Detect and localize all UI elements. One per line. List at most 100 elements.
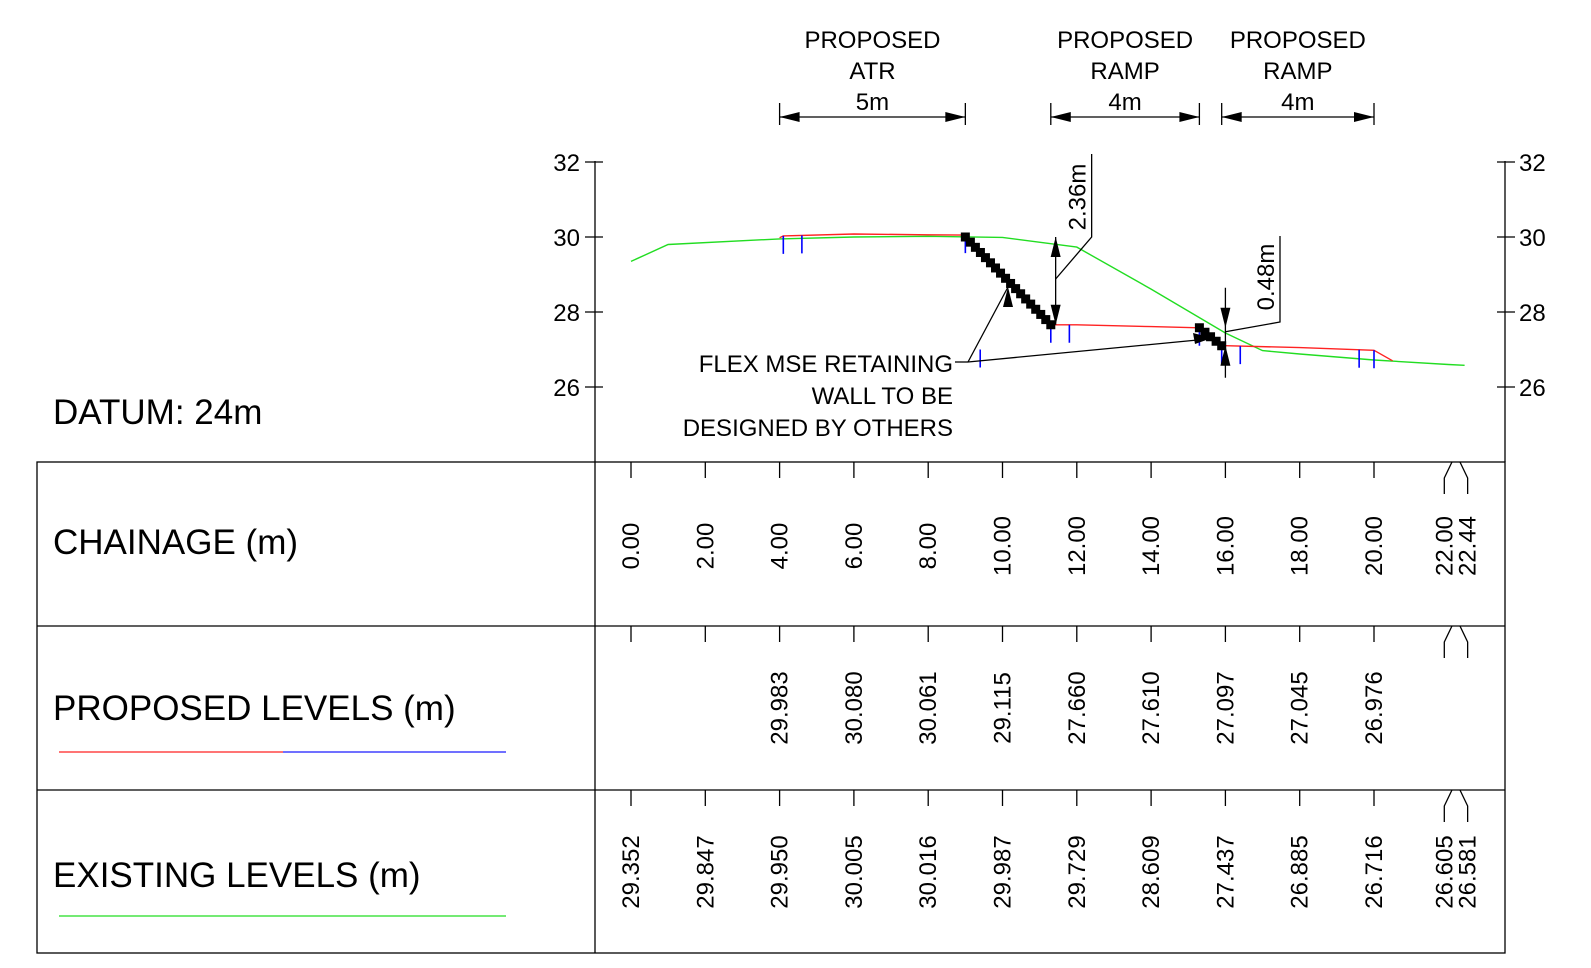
dimension-arrow	[1354, 112, 1374, 122]
retaining-wall-block	[960, 232, 970, 242]
retaining-wall-block	[1046, 320, 1056, 330]
dimension-title: RAMP	[1090, 58, 1159, 85]
wall-note-leader	[967, 286, 1009, 363]
proposed-level-label: 27.045	[1287, 671, 1314, 744]
existing-ground-line	[630, 235, 1465, 366]
dimension-arrow	[1050, 112, 1071, 122]
retaining-wall-block	[1006, 278, 1016, 288]
existing-level-label: 26.605	[1431, 835, 1458, 908]
wall-note-line: DESIGNED BY OTHERS	[683, 415, 953, 442]
existing-level-label: 30.016	[915, 835, 942, 908]
dimension-arrow	[1179, 112, 1200, 122]
height-label-2-36m: 2.36m	[1065, 164, 1092, 231]
existing-levels-row-label: EXISTING LEVELS (m)	[53, 856, 421, 895]
proposed-level-label: 27.097	[1212, 671, 1239, 744]
height-arrow	[1050, 304, 1061, 325]
proposed-level-label: 27.610	[1138, 671, 1165, 744]
existing-level-label: 29.352	[618, 835, 645, 908]
chainage-label: 4.00	[767, 523, 794, 570]
existing-level-label: 29.987	[990, 835, 1017, 908]
split-tick	[1459, 625, 1469, 658]
dimension-arrow	[1221, 112, 1242, 122]
retaining-wall-block	[1200, 327, 1210, 337]
chainage-label: 22.00	[1431, 516, 1458, 576]
retaining-wall-block	[1211, 336, 1221, 346]
existing-level-label: 30.005	[841, 835, 868, 908]
retaining-wall-block	[1036, 309, 1046, 319]
height-leader	[1225, 236, 1281, 333]
chainage-label: 14.00	[1138, 516, 1165, 576]
split-tick	[1443, 461, 1453, 494]
proposed-level-label: 26.976	[1361, 671, 1388, 744]
table-border	[36, 461, 1506, 954]
proposed-level-label: 27.660	[1064, 671, 1091, 744]
retaining-wall-block	[965, 237, 975, 247]
chainage-label: 16.00	[1212, 516, 1239, 576]
retaining-wall-block	[1031, 304, 1041, 314]
dimension-width-label: 5m	[856, 89, 889, 116]
existing-level-label: 29.729	[1064, 835, 1091, 908]
retaining-wall-block	[1016, 289, 1026, 299]
proposed-level-line	[779, 233, 966, 239]
height-arrow	[1220, 307, 1231, 328]
split-tick	[1443, 625, 1453, 658]
split-tick	[1459, 789, 1469, 822]
height-arrow	[1220, 345, 1231, 366]
dimension-title: PROPOSED	[1230, 27, 1366, 54]
chainage-label: 20.00	[1361, 516, 1388, 576]
datum-label: DATUM: 24m	[53, 393, 262, 432]
existing-level-label: 26.581	[1455, 835, 1482, 908]
retaining-wall-block	[991, 263, 1001, 273]
chainage-label: 18.00	[1287, 516, 1314, 576]
existing-level-label: 26.716	[1361, 835, 1388, 908]
y-tick-label-left: 26	[553, 375, 580, 402]
retaining-wall-block	[970, 242, 980, 252]
proposed-level-label: 29.115	[990, 672, 1017, 744]
dimension-width-label: 4m	[1108, 89, 1141, 116]
retaining-wall-block	[1041, 315, 1051, 325]
y-tick-label-left: 28	[553, 300, 580, 327]
y-tick-label-right: 32	[1519, 150, 1546, 177]
proposed-level-label: 30.080	[841, 671, 868, 744]
chainage-label: 12.00	[1064, 516, 1091, 576]
chainage-label: 6.00	[841, 523, 868, 570]
dimension-arrow	[779, 112, 800, 122]
dimension-arrow	[945, 112, 966, 122]
dimension-title: PROPOSED	[804, 27, 940, 54]
retaining-wall-block	[980, 253, 990, 263]
wall-note-arrow	[1193, 333, 1212, 344]
retaining-wall-block	[1194, 323, 1204, 333]
chainage-label: 2.00	[692, 523, 719, 570]
existing-level-label: 28.609	[1138, 835, 1165, 908]
chainage-label: 0.00	[618, 523, 645, 570]
profile-plot: 26 26 28 28 30 30 32 32 PROPOSED ATR 5m PROPOSED RAM…	[553, 27, 1546, 462]
proposed-levels-row-label: PROPOSED LEVELS (m)	[53, 689, 456, 728]
level-table: DATUM: 24m CHAINAGE (m) PROPOSED LEVELS …	[36, 393, 1506, 954]
retaining-wall-block	[975, 247, 985, 257]
dimension-width-label: 4m	[1281, 89, 1314, 116]
retaining-wall-block	[985, 258, 995, 268]
y-tick-label-right: 30	[1519, 225, 1546, 252]
y-tick-label-left: 30	[553, 225, 580, 252]
retaining-wall-block	[1001, 273, 1011, 283]
wall-note-arrow	[1003, 287, 1013, 307]
height-leader	[1055, 154, 1093, 280]
proposed-level-label: 30.061	[915, 671, 942, 744]
split-tick	[1443, 789, 1453, 822]
proposed-level-line	[1221, 345, 1393, 362]
chainage-label: 10.00	[990, 516, 1017, 576]
retaining-wall-block	[1206, 332, 1216, 342]
existing-level-label: 29.950	[767, 835, 794, 908]
retaining-wall-block	[1217, 341, 1227, 351]
retaining-wall-block	[1021, 294, 1031, 304]
proposed-level-line	[1050, 324, 1200, 329]
wall-note-line: WALL TO BE	[812, 383, 953, 410]
dimension-title: PROPOSED	[1057, 27, 1193, 54]
retaining-wall-block	[1026, 299, 1036, 309]
proposed-level-label: 29.983	[767, 671, 794, 744]
existing-level-label: 29.847	[692, 835, 719, 908]
height-label-0-48m: 0.48m	[1253, 244, 1280, 311]
existing-level-label: 26.885	[1287, 835, 1314, 908]
dimension-title: RAMP	[1263, 58, 1332, 85]
